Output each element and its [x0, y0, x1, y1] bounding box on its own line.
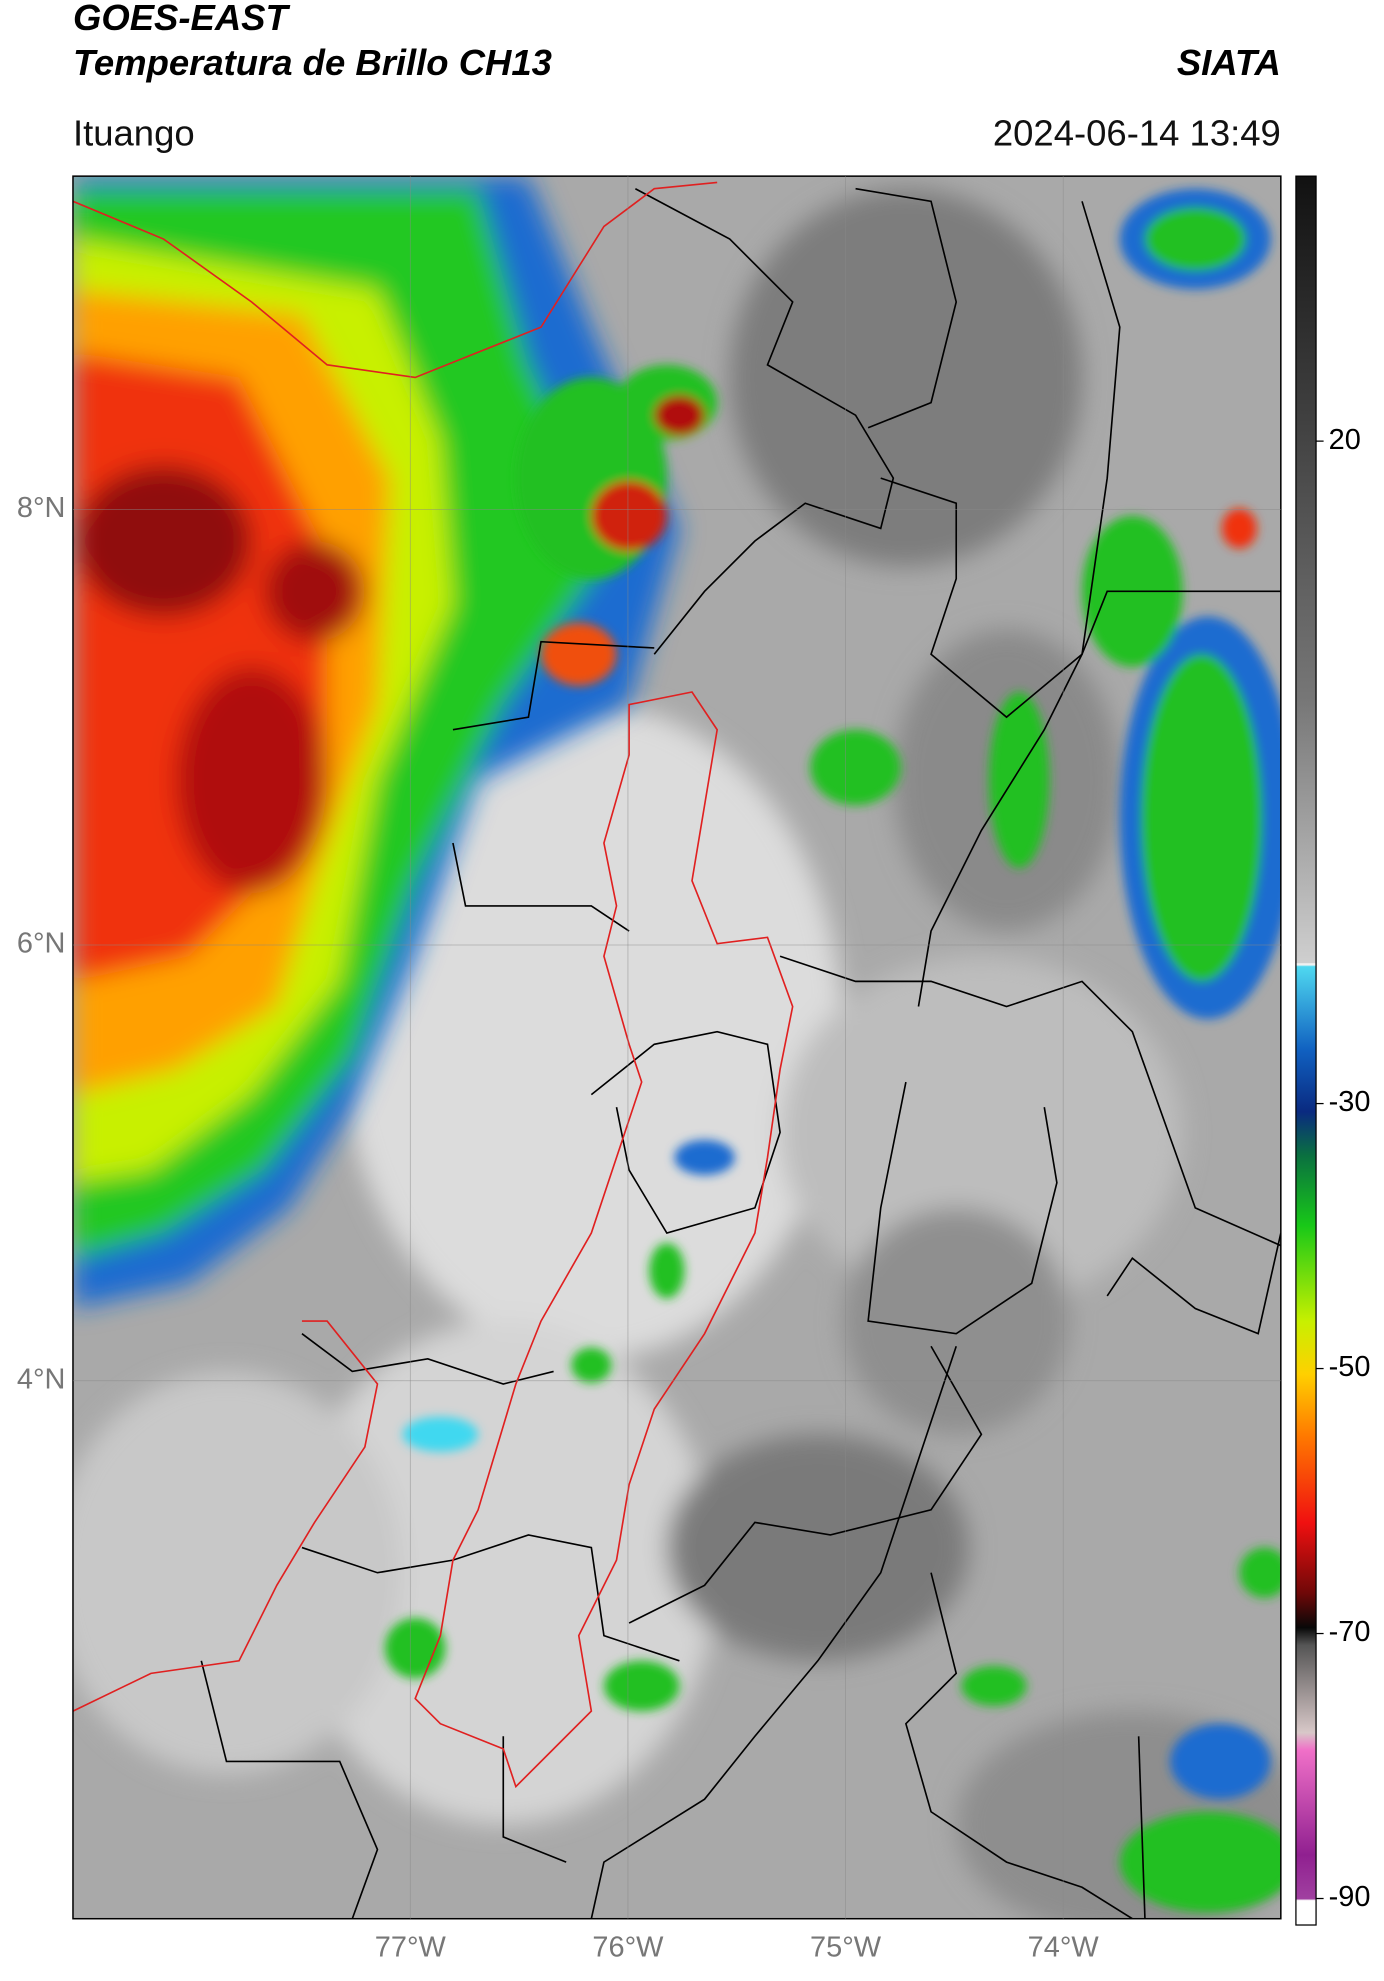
- lat-tick-label: 8°N: [17, 492, 66, 524]
- satellite-image: [72, 176, 1281, 1919]
- lon-tick-label: 74°W: [1028, 1932, 1100, 1964]
- location: Ituango: [73, 113, 195, 154]
- title: GOES-EAST: [73, 0, 291, 38]
- colorbar-ticks: 20 -30 -50 -70 -90: [1316, 424, 1370, 1913]
- lon-tick-label: 77°W: [375, 1932, 447, 1964]
- colorbar-tick-label: -30: [1329, 1086, 1371, 1118]
- lon-tick-label: 75°W: [810, 1932, 882, 1964]
- colorbar-tick-label: 20: [1329, 424, 1361, 456]
- subtitle: Temperatura de Brillo CH13: [73, 42, 552, 83]
- timestamp: 2024-06-14 13:49: [993, 113, 1281, 154]
- colorbar-tick-label: -90: [1329, 1881, 1371, 1913]
- map-frame: [72, 175, 1282, 1920]
- colorbar: [1295, 175, 1317, 1926]
- colorbar-tick-label: -70: [1329, 1616, 1371, 1648]
- lat-tick-label: 4°N: [17, 1363, 66, 1395]
- lat-tick-label: 6°N: [17, 928, 66, 960]
- lon-tick-label: 76°W: [592, 1932, 664, 1964]
- graticule: 77°W 76°W 75°W 74°W 8°N 6°N 4°N: [17, 176, 1281, 1964]
- colorbar-tick-label: -50: [1329, 1351, 1371, 1383]
- brand: SIATA: [1177, 42, 1281, 83]
